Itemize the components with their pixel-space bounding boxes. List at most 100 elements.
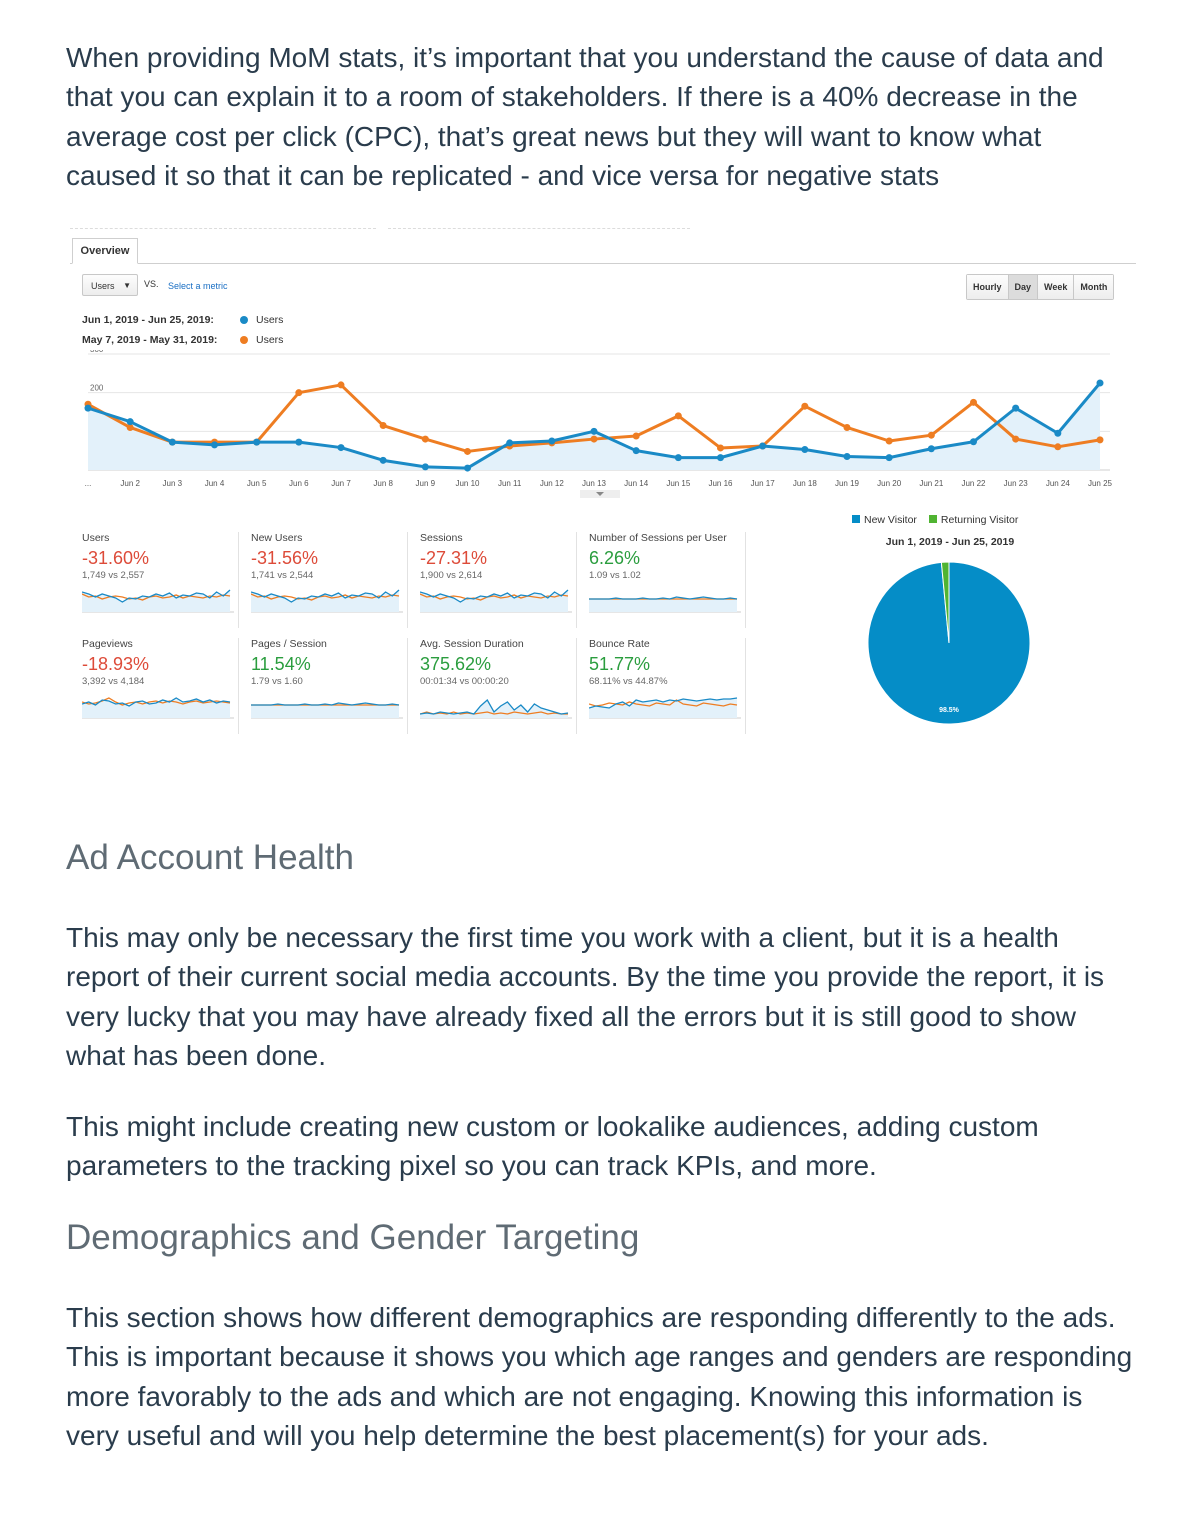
x-tick-label: Jun 8 [373,479,393,488]
health-paragraph-2: This might include creating new custom o… [66,1111,1039,1182]
data-point-previous [970,398,977,406]
pie-slice-label: 98.5% [939,707,960,714]
tile-comparison: 1,749 vs 2,557 [82,570,145,581]
legend-label: Returning Visitor [940,514,1019,526]
tile-value: 6.26% [589,548,641,568]
metric-tile-avg-session-duration[interactable]: Avg. Session Duration 375.62% 00:01:34 v… [408,638,577,734]
x-tick-label: Jun 16 [708,479,733,488]
sparkline-current [420,589,569,603]
tile-comparison: 00:01:34 vs 00:00:20 [420,676,509,687]
y-tick-label: 300 [90,350,104,354]
chevron-down-icon: ▼ [123,281,131,290]
data-point-current [717,454,724,462]
data-point-current [379,456,387,464]
sparkline-area [589,698,737,718]
legend-item-new-visitor[interactable]: New Visitor [852,514,917,526]
tile-label: Pages / Session [251,638,327,650]
period-day-button[interactable]: Day [1008,275,1039,299]
tile-value: 11.54% [251,654,311,674]
tile-comparison: 1.79 vs 1.60 [251,676,303,687]
data-point-previous [379,422,387,430]
data-point-previous [885,437,893,445]
period-toggle: Hourly Day Week Month [966,274,1115,300]
metric-tile-new-users[interactable]: New Users -31.56% 1,741 vs 2,544 [239,532,408,628]
x-tick-label: Jun 14 [624,479,649,488]
data-point-previous [337,381,345,389]
sparkline [589,596,741,613]
data-point-current [843,452,851,460]
tile-label: Pageviews [82,638,133,650]
metric-tile-bounce-rate[interactable]: Bounce Rate 51.77% 68.11% vs 44.87% [577,638,746,734]
tab-overview[interactable]: Overview [72,238,138,264]
x-tick-label: Jun 7 [331,479,351,488]
sparkline-area [420,590,568,612]
data-point-current [1096,379,1104,387]
sparkline [82,589,234,613]
range-previous-metric: Users [256,334,284,346]
legend-label: New Visitor [864,514,917,526]
tile-label: Number of Sessions per User [589,532,727,544]
period-hourly-button[interactable]: Hourly [967,275,1009,299]
legend-item-returning-visitor[interactable]: Returning Visitor [928,514,1019,526]
metric-tile-users[interactable]: Users -31.60% 1,749 vs 2,557 [70,532,239,628]
sparkline-area [82,590,230,612]
x-tick-label: Jun 10 [455,479,480,488]
x-tick-label: Jun 2 [120,479,140,488]
sparkline [420,589,572,613]
sparkline-current [589,697,738,709]
sparkline-previous [82,593,231,601]
data-point-previous [801,402,809,410]
data-point-previous [927,431,935,439]
data-point-previous [1054,443,1062,451]
period-month-button[interactable]: Month [1074,275,1114,299]
health-paragraph-1: This may only be necessary the first tim… [66,922,1105,1071]
data-point-previous [632,432,640,440]
data-point-previous [1096,436,1104,444]
tile-comparison: 1,900 vs 2,614 [420,570,483,581]
data-point-previous [421,435,429,443]
data-point-current [970,438,977,446]
data-point-current [421,463,429,471]
tile-value: 375.62% [420,654,492,674]
x-tick-label: Jun 15 [666,479,691,488]
x-tick-label: Jun 13 [582,479,607,488]
tile-comparison: 68.11% vs 44.87% [589,676,668,687]
sparkline [82,697,234,719]
x-tick-label: Jun 20 [877,479,902,488]
metric-tile-sessions[interactable]: Sessions -27.31% 1,900 vs 2,614 [408,532,577,628]
x-tick-label: Jun 6 [289,479,309,488]
legend-swatch [852,515,860,523]
metric-tile-pageviews[interactable]: Pageviews -18.93% 3,392 vs 4,184 [70,638,239,734]
select-metric-link[interactable]: Select a metric [168,281,228,291]
tile-value: -18.93% [82,654,150,674]
data-point-previous [1012,435,1020,443]
x-tick-label: Jun 5 [247,479,267,488]
x-tick-label: Jun 21 [919,479,944,488]
data-point-previous [464,447,471,455]
metric-tile-pages-per-session[interactable]: Pages / Session 11.54% 1.79 vs 1.60 [239,638,408,734]
tile-value: -31.60% [82,548,150,568]
sparkline [589,697,741,719]
data-point-current [84,404,92,412]
analytics-report-screenshot: Overview Users ▼ VS. Select a metric Hou… [70,222,1136,734]
metric-tile-sessions-per-user[interactable]: Number of Sessions per User 6.26% 1.09 v… [577,532,746,628]
tile-label: Bounce Rate [589,638,650,650]
sparkline-previous [251,593,400,601]
range-previous-dot [240,336,248,344]
x-tick-label: Jun 11 [498,479,522,488]
data-point-current [506,439,514,447]
data-point-previous [717,444,724,452]
intro-paragraph: When providing MoM stats, it’s important… [66,42,1104,191]
data-point-current [1054,429,1062,437]
range-current-dot [240,316,248,324]
metric-select[interactable]: Users ▼ [82,274,138,296]
legend-swatch [928,515,937,523]
period-week-button[interactable]: Week [1038,275,1075,299]
tile-value: -27.31% [420,548,488,568]
sparkline-current [82,589,231,603]
sparkline-current [251,589,400,603]
sparkline-previous [589,699,738,707]
x-tick-label: Jun 4 [205,479,225,488]
sparkline-current [420,698,569,715]
